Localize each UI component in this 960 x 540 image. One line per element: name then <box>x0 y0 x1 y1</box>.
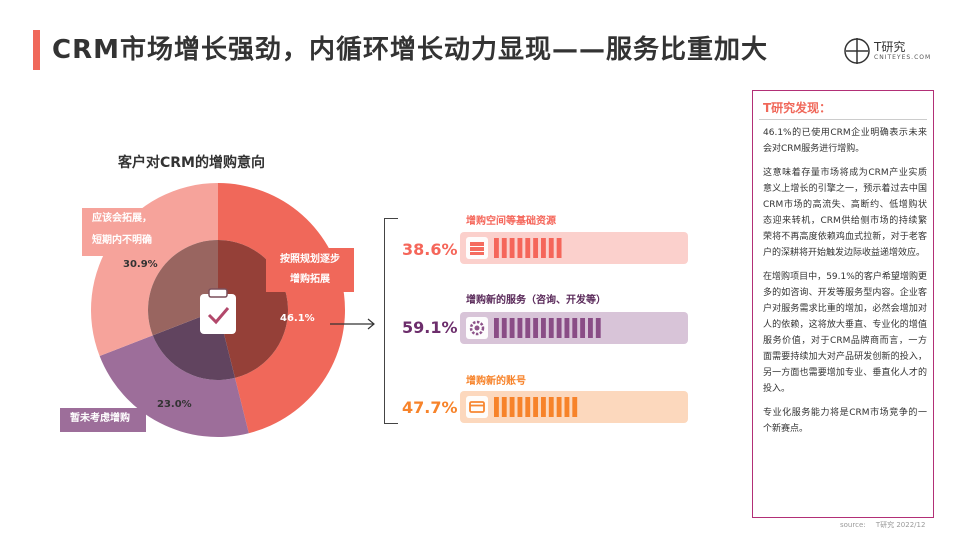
findings-paragraph: 专业化服务能力将是CRM市场竞争的一个新赛点。 <box>763 408 927 434</box>
bar-segment-resources <box>556 238 562 258</box>
bar-segment-services <box>572 318 578 338</box>
page-title: CRM市场增长强劲，内循环增长动力显现——服务比重加大 <box>52 35 768 65</box>
bar-track-resources <box>494 238 562 258</box>
bar-segment-services <box>525 318 531 338</box>
bar-track-services <box>494 318 601 338</box>
pie-label-plan: 按照规划逐步 增购拓展 <box>266 248 354 292</box>
source-label: source: <box>840 521 866 529</box>
bar-segment-accounts <box>533 397 539 417</box>
bar-accounts <box>460 391 688 423</box>
bar-segment-resources <box>548 238 554 258</box>
pie-label-unsure-line2: 短期内不明确 <box>92 235 152 246</box>
bar-segment-services <box>548 318 554 338</box>
bar-segment-accounts <box>541 397 546 417</box>
bar-segment-accounts <box>494 397 499 417</box>
item-value-services: 59.1% <box>402 318 458 337</box>
pie-slice-none <box>99 335 249 437</box>
bar-segment-services <box>517 318 523 338</box>
bar-track-accounts <box>494 397 578 417</box>
bar-segment-services <box>533 318 539 338</box>
pie-label-plan-line1: 按照规划逐步 <box>280 254 340 265</box>
chart-title: 客户对CRM的增购意向 <box>118 155 265 171</box>
bar-segment-resources <box>533 238 539 258</box>
bar-segment-resources <box>525 238 531 258</box>
pie-value-plan: 46.1% <box>280 313 315 324</box>
gear-icon <box>466 317 488 339</box>
bar-services <box>460 312 688 344</box>
bar-segment-resources <box>494 238 499 258</box>
logo-name: T研究 <box>874 40 906 54</box>
bar-segment-services <box>556 318 562 338</box>
bar-segment-services <box>509 318 515 338</box>
item-label-resources: 增购空间等基础资源 <box>466 216 556 227</box>
bar-segment-accounts <box>556 397 562 417</box>
pie-value-none: 23.0% <box>157 399 192 410</box>
bar-segment-services <box>588 318 593 338</box>
pie-slice-plan <box>218 183 345 434</box>
bar-segment-accounts <box>548 397 554 417</box>
item-value-accounts: 47.7% <box>402 398 458 417</box>
pie-label-unsure: 应该会拓展， 短期内不明确 <box>82 208 170 256</box>
pie-value-unsure: 30.9% <box>123 259 158 270</box>
pie-label-plan-line2: 增购拓展 <box>290 274 330 285</box>
bar-segment-services <box>595 318 601 338</box>
bar-segment-services <box>580 318 586 338</box>
findings-paragraph: 这意味着存量市场将成为CRM产业实质意义上增长的引擎之一，预示着过去中国CRM市… <box>763 168 927 258</box>
clipboard-check-icon <box>200 288 236 334</box>
item-label-services: 增购新的服务（咨询、开发等） <box>466 295 606 306</box>
bar-resources <box>460 232 688 264</box>
logo-mark-icon <box>844 38 870 64</box>
findings-paragraph: 46.1%的已使用CRM企业明确表示未来会对CRM服务进行增购。 <box>763 128 927 154</box>
bar-segment-resources <box>501 238 507 258</box>
bar-segment-resources <box>541 238 546 258</box>
bar-segment-accounts <box>517 397 523 417</box>
findings-body: 46.1%的已使用CRM企业明确表示未来会对CRM服务进行增购。 这意味着存量市… <box>763 125 927 445</box>
pie-label-none-line1: 暂未考虑增购 <box>70 413 130 424</box>
source-text: T研究 2022/12 <box>875 521 926 529</box>
bar-segment-services <box>541 318 546 338</box>
findings-divider <box>759 119 927 120</box>
findings-heading: T研究发现： <box>763 101 832 115</box>
findings-paragraph: 在增购项目中，59.1%的客户希望增购更多的如咨询、开发等服务型内容。企业客户对… <box>763 272 927 394</box>
bracket <box>384 218 398 424</box>
item-label-accounts: 增购新的账号 <box>466 376 526 387</box>
findings-panel: T研究发现： 46.1%的已使用CRM企业明确表示未来会对CRM服务进行增购。 … <box>752 90 934 518</box>
logo-url: CNITEYES.COM <box>874 54 932 61</box>
bar-segment-resources <box>509 238 515 258</box>
bar-segment-services <box>564 318 570 338</box>
pie-label-none: 暂未考虑增购 <box>60 408 146 432</box>
source-note: source: T研究 2022/12 <box>840 520 925 530</box>
bar-segment-accounts <box>509 397 515 417</box>
title-accent-bar <box>33 30 40 70</box>
bar-segment-services <box>501 318 507 338</box>
arrow-icon <box>330 318 375 330</box>
card-icon <box>466 396 488 418</box>
bar-segment-accounts <box>501 397 507 417</box>
bar-segment-services <box>494 318 499 338</box>
bar-segment-resources <box>517 238 523 258</box>
bar-segment-accounts <box>525 397 531 417</box>
item-value-resources: 38.6% <box>402 240 458 259</box>
server-icon <box>466 237 488 259</box>
bar-segment-accounts <box>572 397 578 417</box>
pie-label-unsure-line1: 应该会拓展， <box>92 213 152 224</box>
bar-segment-accounts <box>564 397 570 417</box>
logo: T研究 CNITEYES.COM <box>840 34 940 70</box>
